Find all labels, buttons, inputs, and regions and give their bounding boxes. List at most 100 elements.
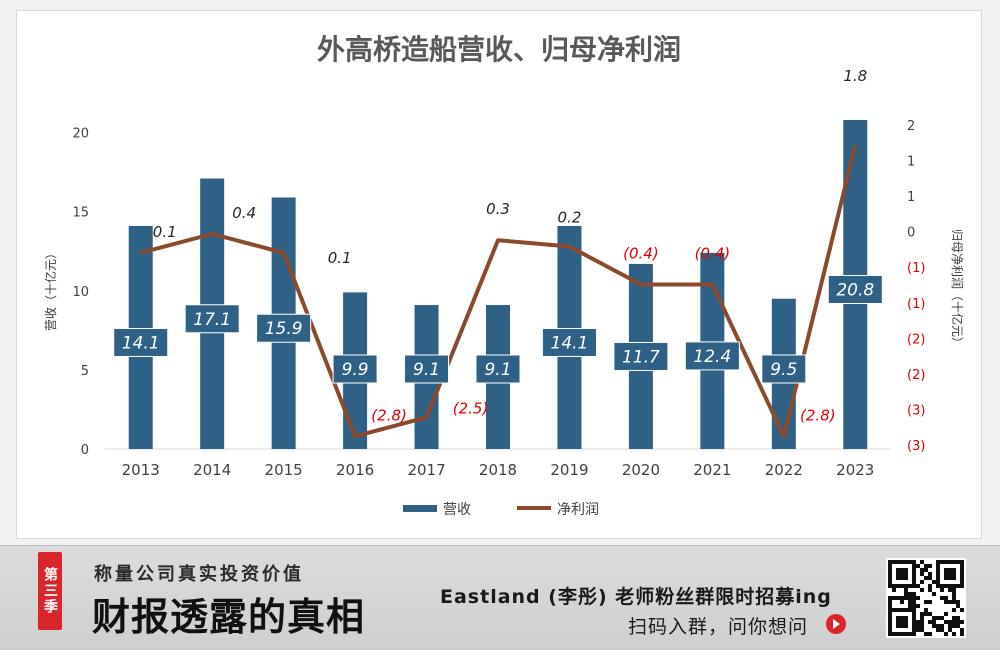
qr-module bbox=[924, 576, 928, 580]
qr-module bbox=[928, 612, 932, 616]
line-value-label: 1.8 bbox=[843, 67, 867, 85]
qr-module bbox=[960, 584, 964, 588]
qr-module bbox=[912, 624, 916, 628]
qr-module bbox=[928, 584, 932, 588]
qr-module bbox=[932, 592, 936, 596]
y2-tick-label: (2) bbox=[907, 332, 925, 347]
qr-module bbox=[948, 588, 952, 592]
qr-module bbox=[936, 568, 940, 572]
qr-module bbox=[960, 564, 964, 568]
y2-tick-label: (3) bbox=[907, 439, 925, 454]
qr-module bbox=[940, 624, 944, 628]
qr-module bbox=[936, 576, 940, 580]
qr-module bbox=[912, 604, 916, 608]
qr-module bbox=[928, 620, 932, 624]
qr-module bbox=[920, 628, 924, 632]
y2-tick-label: 1 bbox=[907, 155, 915, 170]
qr-module bbox=[952, 572, 956, 576]
y-axis-title: 营收（十亿元） bbox=[43, 247, 58, 331]
qr-module bbox=[912, 584, 916, 588]
qr-module bbox=[956, 620, 960, 624]
line-value-label: 0.4 bbox=[232, 204, 256, 222]
line-value-label: (0.4) bbox=[623, 244, 659, 262]
qr-module bbox=[960, 620, 964, 624]
chart-svg: 外高桥造船营收、归母净利润 营收（十亿元） 归母净利润（十亿元） 0510152… bbox=[43, 33, 965, 518]
x-tick-label: 2019 bbox=[550, 461, 588, 479]
y-tick-label: 0 bbox=[81, 443, 89, 458]
line-value-label: 0.3 bbox=[486, 200, 510, 218]
line-value-label: 0.1 bbox=[328, 249, 352, 267]
bar-value-label: 20.8 bbox=[836, 280, 874, 300]
qr-module bbox=[948, 576, 952, 580]
qr-module bbox=[896, 608, 900, 612]
qr-module bbox=[944, 568, 948, 572]
qr-module bbox=[912, 572, 916, 576]
qr-module bbox=[912, 568, 916, 572]
qr-module bbox=[888, 628, 892, 632]
qr-module bbox=[936, 584, 940, 588]
qr-code-icon[interactable] bbox=[886, 558, 966, 638]
qr-module bbox=[892, 588, 896, 592]
qr-module bbox=[904, 620, 908, 624]
qr-module bbox=[896, 584, 900, 588]
qr-module bbox=[888, 564, 892, 568]
qr-module bbox=[952, 568, 956, 572]
qr-module bbox=[908, 584, 912, 588]
qr-module bbox=[904, 624, 908, 628]
qr-module bbox=[952, 616, 956, 620]
qr-module bbox=[924, 568, 928, 572]
qr-module bbox=[916, 564, 920, 568]
qr-module bbox=[924, 564, 928, 568]
qr-module bbox=[952, 608, 956, 612]
qr-module bbox=[900, 632, 904, 636]
qr-module bbox=[916, 624, 920, 628]
qr-module bbox=[912, 560, 916, 564]
qr-module bbox=[908, 608, 912, 612]
qr-module bbox=[944, 612, 948, 616]
qr-module bbox=[888, 620, 892, 624]
scan-cta-text[interactable]: 扫码入群，问你想问 bbox=[628, 616, 809, 638]
qr-module bbox=[900, 560, 904, 564]
qr-module bbox=[888, 580, 892, 584]
qr-module bbox=[900, 568, 904, 572]
qr-module bbox=[944, 620, 948, 624]
qr-module bbox=[900, 608, 904, 612]
qr-module bbox=[904, 616, 908, 620]
qr-module bbox=[948, 584, 952, 588]
qr-module bbox=[936, 616, 940, 620]
qr-module bbox=[920, 580, 924, 584]
qr-module bbox=[904, 560, 908, 564]
qr-module bbox=[904, 568, 908, 572]
bar-value-label-box bbox=[475, 354, 521, 384]
qr-module bbox=[916, 620, 920, 624]
qr-module bbox=[888, 624, 892, 628]
qr-module bbox=[896, 616, 900, 620]
qr-module bbox=[944, 572, 948, 576]
qr-module bbox=[920, 560, 924, 564]
qr-module bbox=[892, 632, 896, 636]
qr-module bbox=[944, 600, 948, 604]
promo-banner: 第三季 称量公司真实投资价值 财报透露的真相 Eastland (李彤) 老师粉… bbox=[0, 545, 1000, 650]
qr-module bbox=[892, 584, 896, 588]
qr-module bbox=[908, 632, 912, 636]
qr-module bbox=[896, 572, 900, 576]
y-tick-label: 15 bbox=[72, 206, 89, 221]
bar-value-label: 9.9 bbox=[342, 360, 369, 380]
qr-module bbox=[940, 588, 944, 592]
qr-module bbox=[920, 572, 924, 576]
arrow-right-circle-icon[interactable] bbox=[826, 614, 846, 634]
qr-module bbox=[920, 624, 924, 628]
qr-module bbox=[896, 624, 900, 628]
qr-module bbox=[888, 632, 892, 636]
qr-module bbox=[960, 576, 964, 580]
line-value-label: (2.5) bbox=[453, 399, 489, 417]
qr-module bbox=[896, 560, 900, 564]
qr-module bbox=[920, 588, 924, 592]
qr-module bbox=[956, 584, 960, 588]
bar-value-label-box bbox=[541, 327, 597, 357]
qr-module bbox=[900, 620, 904, 624]
qr-module bbox=[928, 632, 932, 636]
qr-module bbox=[936, 560, 940, 564]
qr-module bbox=[900, 616, 904, 620]
qr-module bbox=[916, 584, 920, 588]
